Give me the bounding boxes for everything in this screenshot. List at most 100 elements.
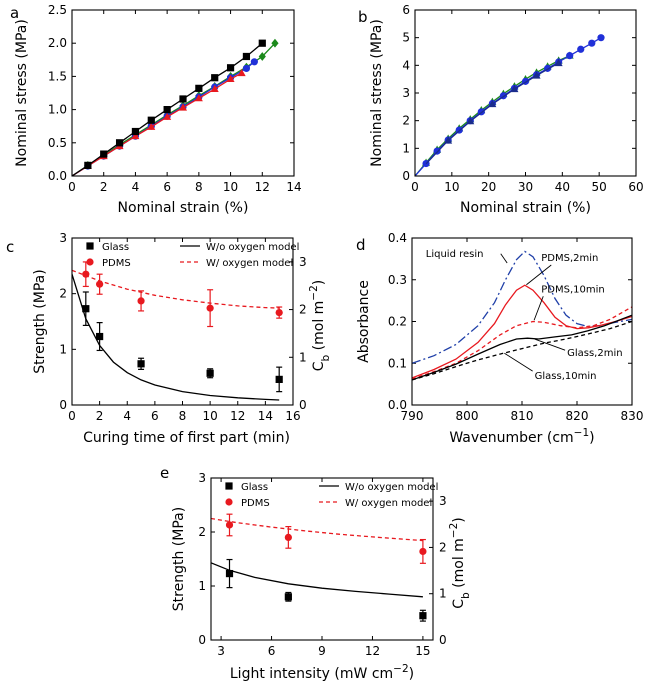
annotation-4: Glass,10min xyxy=(535,371,597,382)
x-tick-label: 0 xyxy=(68,180,76,194)
annotation-arrow xyxy=(504,352,533,372)
y-axis-label: Nominal stress (MPa) xyxy=(14,19,30,167)
data-point-navy xyxy=(532,71,541,79)
panel-letter-e: e xyxy=(160,464,169,482)
series-line-green xyxy=(414,55,570,177)
panel-letter-d: d xyxy=(356,236,366,254)
data-point-black xyxy=(226,64,235,72)
plot-frame xyxy=(71,9,295,177)
y-tick-label: 1 xyxy=(402,141,410,155)
data-point-green xyxy=(258,52,266,61)
legend-marker-glass xyxy=(86,242,94,250)
x-axis-label: Wavenumber (cm−1) xyxy=(449,427,594,446)
data-point-PDMS xyxy=(284,533,292,542)
x-tick-label: 60 xyxy=(628,180,643,194)
x-tick-label: 810 xyxy=(511,409,534,423)
y-right-tick-label: 1 xyxy=(439,587,447,601)
y-axis-label: Absorbance xyxy=(356,280,372,363)
annotation-0: Liquid resin xyxy=(426,249,484,260)
y-tick-label: 3 xyxy=(198,471,206,485)
data-point-navy xyxy=(466,117,475,125)
x-tick-label: 4 xyxy=(132,180,140,194)
y-right-axis-label: Cb (mol m−2) xyxy=(448,517,472,609)
x-tick-label: 820 xyxy=(566,409,589,423)
x-tick-label: 6 xyxy=(268,644,276,658)
legend-label-w-oxygen: W/ oxygen model xyxy=(345,498,432,509)
data-point-green xyxy=(271,38,279,48)
data-point-Glass xyxy=(419,612,427,620)
y-tick-label: 0.0 xyxy=(388,398,407,412)
legend-label-pdms: PDMS xyxy=(102,258,131,269)
y-tick-label: 0.2 xyxy=(388,315,407,329)
y-tick-label: 2 xyxy=(402,114,410,128)
x-tick-label: 2 xyxy=(100,180,108,194)
data-point-navy xyxy=(488,99,497,108)
data-point-Glass xyxy=(82,305,90,313)
data-point-PDMS xyxy=(82,270,90,278)
x-tick-label: 50 xyxy=(592,180,607,194)
data-point-black xyxy=(115,139,124,147)
legend-label-wo-oxygen: W/o oxygen model xyxy=(206,242,299,253)
data-point-navy xyxy=(510,84,519,93)
y-tick-label: 3 xyxy=(59,231,67,245)
y-tick-label: 2.0 xyxy=(48,36,67,50)
x-tick-label: 8 xyxy=(195,180,203,194)
y-right-tick-label: 3 xyxy=(439,494,447,508)
data-point-black xyxy=(211,74,219,82)
y-right-tick-label: 2 xyxy=(299,303,307,317)
spectrum-line-Liquid resin xyxy=(412,250,632,364)
legend-marker-glass xyxy=(225,482,233,490)
annotation-1: PDMS,2min xyxy=(541,253,598,264)
data-point-Glass xyxy=(206,369,214,377)
spectrum-line-Glass,10min xyxy=(412,320,632,381)
data-point-PDMS xyxy=(225,521,234,529)
data-point-black xyxy=(147,116,155,124)
x-tick-label: 20 xyxy=(481,180,496,194)
data-point-red xyxy=(131,131,140,140)
data-point-black xyxy=(179,95,187,103)
data-point-Glass xyxy=(284,593,292,601)
model-line-W/o oxygen model xyxy=(211,562,423,598)
model-line-W/ oxygen model xyxy=(72,269,280,309)
y-tick-label: 2 xyxy=(59,287,67,301)
data-point-blue xyxy=(242,64,251,73)
data-point-red xyxy=(194,94,203,102)
x-tick-label: 9 xyxy=(318,644,326,658)
x-tick-label: 12 xyxy=(365,644,380,658)
x-tick-label: 10 xyxy=(202,409,217,423)
panel-letter-c: c xyxy=(6,238,14,256)
data-point-Glass xyxy=(137,360,145,368)
y-tick-label: 0.5 xyxy=(48,136,67,150)
data-point-red xyxy=(147,122,156,130)
legend-label-glass: Glass xyxy=(241,482,268,493)
data-point-black xyxy=(84,161,92,169)
x-tick-label: 0 xyxy=(68,409,76,423)
x-tick-label: 3 xyxy=(217,644,225,658)
x-tick-label: 12 xyxy=(255,180,270,194)
y-right-tick-label: 2 xyxy=(439,540,447,554)
legend-label-pdms: PDMS xyxy=(241,498,270,509)
x-tick-label: 15 xyxy=(415,644,430,658)
data-point-PDMS xyxy=(206,304,214,312)
data-point-red xyxy=(179,103,187,111)
data-point-black xyxy=(131,127,140,136)
y-axis-label: Strength (MPa) xyxy=(32,269,48,373)
x-tick-label: 6 xyxy=(151,409,159,423)
data-point-blue xyxy=(577,45,585,53)
y-tick-label: 1 xyxy=(198,579,206,593)
annotation-3: Glass,2min xyxy=(567,348,622,359)
legend-label-glass: Glass xyxy=(102,242,129,253)
data-point-Glass xyxy=(225,569,234,578)
y-tick-label: 0.3 xyxy=(388,273,407,287)
annotation-2: PDMS,10min xyxy=(541,284,604,295)
annotation-arrow xyxy=(533,296,544,321)
data-point-black xyxy=(258,39,266,47)
data-point-PDMS xyxy=(275,308,283,317)
panel-d-chart: 790 800 810 820 830 0.0 0.1 0.2 0.3 0.4 Liquid res… xyxy=(356,231,643,446)
data-point-Glass xyxy=(96,332,104,341)
x-tick-label: 8 xyxy=(179,409,187,423)
data-point-black xyxy=(163,106,171,114)
data-point-black xyxy=(100,150,108,158)
data-point-navy xyxy=(554,58,563,67)
plot-frame xyxy=(210,477,434,641)
